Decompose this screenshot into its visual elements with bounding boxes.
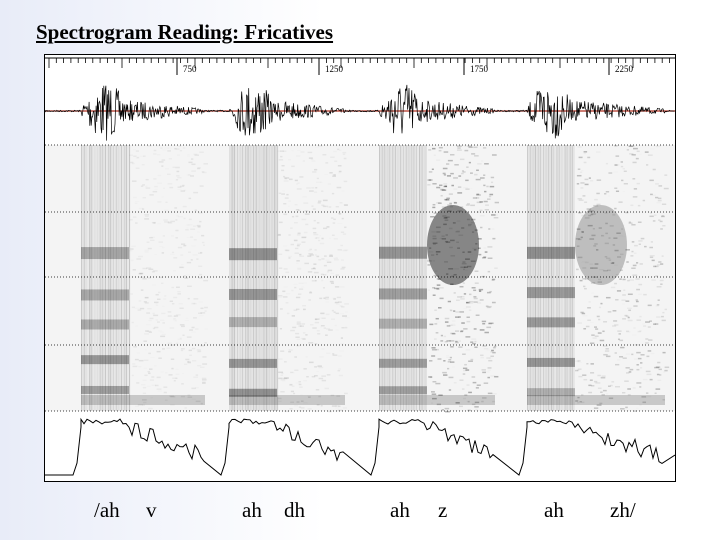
label-vowel-4: ah <box>544 498 564 522</box>
waveform-trace <box>45 84 675 141</box>
waveform-panel <box>45 84 675 141</box>
time-tick-label: 1750 <box>470 64 489 74</box>
phone-labels: /ah v ah dh ah z ah zh/ <box>0 498 720 528</box>
time-tick-label: 2250 <box>615 64 634 74</box>
label-fricative-zh: zh/ <box>610 498 636 522</box>
label-vowel-2: ah <box>242 498 262 522</box>
energy-contour-panel <box>45 417 675 476</box>
energy-trace <box>45 417 675 476</box>
slide-title: Spectrogram Reading: Fricatives <box>36 20 334 44</box>
label-vowel-3: ah <box>390 498 410 522</box>
time-tick-label: 1250 <box>325 64 344 74</box>
time-tick-label: 750 <box>183 64 197 74</box>
label-vowel-1: /ah <box>94 498 120 522</box>
label-fricative-dh: dh <box>284 498 305 522</box>
time-axis: 750 1250 1750 2250 <box>45 57 675 75</box>
label-fricative-v: v <box>146 498 157 522</box>
spectrogram-panel <box>45 144 675 413</box>
label-fricative-z: z <box>438 498 448 522</box>
spectrogram-figure: 750 1250 1750 2250 <box>44 54 676 482</box>
